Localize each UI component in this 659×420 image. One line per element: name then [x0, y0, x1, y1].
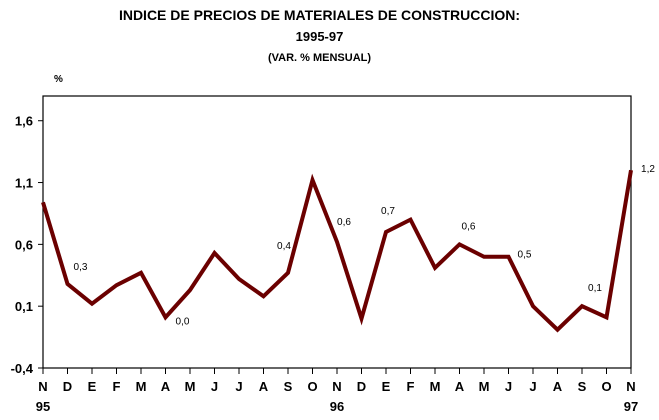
- x-tick-label: S: [284, 379, 293, 394]
- data-label: 0,6: [462, 221, 476, 232]
- x-tick-label: D: [63, 379, 72, 394]
- year-label: 95: [36, 399, 50, 414]
- x-tick-label: S: [578, 379, 587, 394]
- data-label: 0,5: [518, 250, 532, 261]
- x-tick-label: N: [38, 379, 47, 394]
- year-label: 97: [624, 399, 638, 414]
- series-line: [41, 169, 633, 333]
- x-tick-label: J: [529, 379, 536, 394]
- y-tick-label: 0,1: [15, 299, 33, 314]
- y-tick-label: 1,6: [15, 114, 33, 129]
- x-tick-label: N: [332, 379, 341, 394]
- x-tick-label: D: [357, 379, 366, 394]
- data-label: 0,7: [381, 206, 395, 217]
- x-tick-label: A: [161, 379, 171, 394]
- x-tick-label: E: [382, 379, 391, 394]
- data-label: 1,2: [641, 164, 655, 175]
- x-tick-label: E: [88, 379, 97, 394]
- x-tick-label: M: [185, 379, 196, 394]
- x-tick-label: J: [505, 379, 512, 394]
- x-tick-label: M: [479, 379, 490, 394]
- y-tick-label: 0,6: [15, 237, 33, 252]
- y-axis-label: %: [54, 74, 63, 85]
- x-tick-label: O: [307, 379, 317, 394]
- x-tick-label: F: [113, 379, 121, 394]
- data-label: 0,1: [588, 283, 602, 294]
- x-tick-label: A: [259, 379, 269, 394]
- x-tick-label: A: [455, 379, 465, 394]
- year-label: 96: [330, 399, 344, 414]
- data-label: 0,3: [74, 262, 88, 273]
- data-label: 0,4: [277, 241, 291, 252]
- chart-title: INDICE DE PRECIOS DE MATERIALES DE CONST…: [118, 7, 521, 23]
- x-tick-label: J: [235, 379, 242, 394]
- x-tick-label: N: [626, 379, 635, 394]
- x-tick-label: F: [407, 379, 415, 394]
- x-tick-label: J: [211, 379, 218, 394]
- chart-subtitle-units: (VAR. % MENSUAL): [267, 52, 372, 64]
- x-tick-label: A: [553, 379, 563, 394]
- chart-subtitle: 1995-97: [295, 29, 344, 44]
- y-tick-label: -0,4: [11, 361, 34, 376]
- data-label: 0,0: [176, 316, 190, 327]
- plot-frame: [42, 95, 632, 369]
- x-tick-label: M: [430, 379, 441, 394]
- data-label: 0,6: [337, 217, 351, 228]
- y-tick-label: 1,1: [15, 176, 33, 191]
- x-tick-label: O: [601, 379, 611, 394]
- x-tick-label: M: [136, 379, 147, 394]
